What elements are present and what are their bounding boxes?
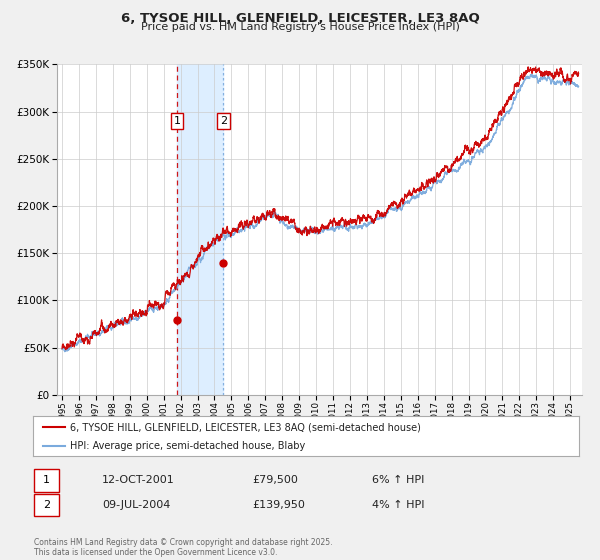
Text: 4% ↑ HPI: 4% ↑ HPI	[372, 500, 425, 510]
Text: 6, TYSOE HILL, GLENFIELD, LEICESTER, LE3 8AQ (semi-detached house): 6, TYSOE HILL, GLENFIELD, LEICESTER, LE3…	[70, 422, 421, 432]
Bar	[177, 64, 223, 395]
Text: 2: 2	[43, 500, 50, 510]
Text: 6, TYSOE HILL, GLENFIELD, LEICESTER, LE3 8AQ: 6, TYSOE HILL, GLENFIELD, LEICESTER, LE3…	[121, 12, 479, 25]
Text: HPI: Average price, semi-detached house, Blaby: HPI: Average price, semi-detached house,…	[70, 441, 305, 451]
Text: Contains HM Land Registry data © Crown copyright and database right 2025.
This d: Contains HM Land Registry data © Crown c…	[34, 538, 332, 557]
Text: 12-OCT-2001: 12-OCT-2001	[102, 475, 175, 486]
Text: 6% ↑ HPI: 6% ↑ HPI	[372, 475, 424, 486]
Text: £139,950: £139,950	[252, 500, 305, 510]
Text: 09-JUL-2004: 09-JUL-2004	[102, 500, 170, 510]
Text: 1: 1	[43, 475, 50, 486]
Text: £79,500: £79,500	[252, 475, 298, 486]
Text: 1: 1	[173, 116, 181, 126]
Text: 2: 2	[220, 116, 227, 126]
Text: Price paid vs. HM Land Registry's House Price Index (HPI): Price paid vs. HM Land Registry's House …	[140, 22, 460, 32]
